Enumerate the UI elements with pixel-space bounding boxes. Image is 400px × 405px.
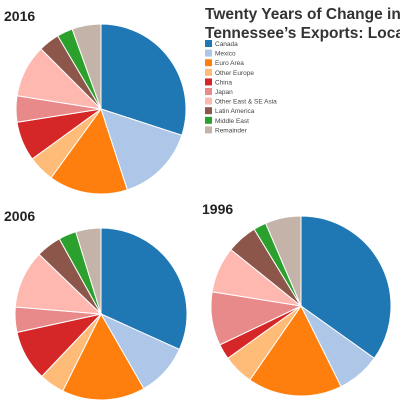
pie-year-label: 1996	[202, 201, 233, 217]
pie-slice	[100, 227, 188, 351]
legend-swatch	[205, 107, 212, 115]
legend-label: Remainder	[215, 127, 248, 134]
legend-swatch	[205, 40, 212, 47]
legend-swatch	[205, 59, 212, 67]
pie-slice	[100, 23, 187, 136]
legend-swatch	[205, 49, 212, 57]
pie-year-label: 2016	[4, 8, 35, 24]
legend-label: Euro Area	[215, 60, 244, 67]
chart-title-line-1: Twenty Years of Change in	[205, 6, 400, 23]
legend-label: Canada	[215, 41, 238, 48]
legend-label: Latin America	[215, 108, 255, 115]
legend-swatch	[205, 78, 212, 86]
pie-2016: 2016	[4, 8, 187, 195]
legend-label: Mexico	[215, 51, 236, 58]
legend-label: Middle East	[215, 118, 249, 125]
pie-year-label: 2006	[4, 208, 35, 224]
pie-slice	[62, 312, 145, 401]
legend-label: China	[215, 79, 232, 86]
legend: Canada Mexico Euro Area Other Europe China Ja…	[205, 40, 277, 134]
legend-label: Japan	[215, 89, 233, 96]
pie-1996: 1996	[202, 201, 392, 397]
pie-slice	[75, 227, 102, 315]
legend-swatch	[205, 126, 212, 134]
legend-swatch	[205, 88, 212, 95]
chart-title-line-2: Tennessee’s Exports: Location	[205, 25, 400, 42]
legend-label: Other East & SE Asia	[215, 99, 277, 106]
legend-swatch	[205, 97, 212, 105]
pie-slice	[249, 305, 342, 397]
legend-swatch	[205, 68, 212, 76]
pie-slice	[265, 215, 302, 307]
pie-slice	[71, 23, 102, 110]
pie-slice	[300, 215, 392, 359]
pie-slice	[50, 107, 128, 195]
legend-swatch	[205, 116, 212, 124]
legend-label: Other Europe	[215, 70, 254, 77]
pie-charts: 2016 2006 1996	[4, 8, 392, 401]
pie-2006: 2006	[4, 208, 188, 401]
